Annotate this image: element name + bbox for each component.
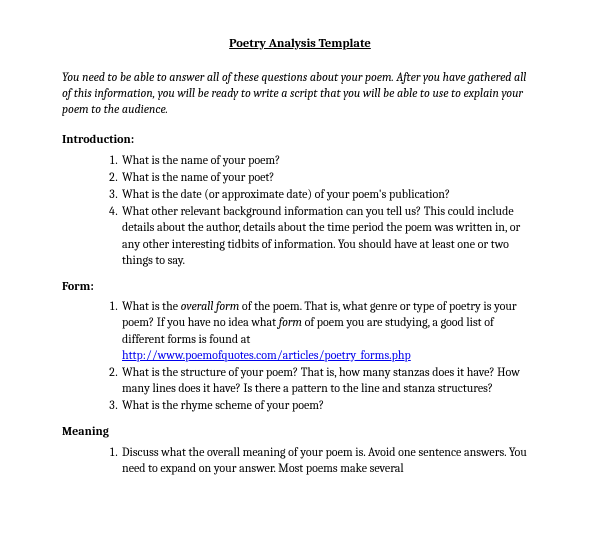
list-item: What is the name of your poet? <box>120 169 538 185</box>
section-heading-form: Form: <box>62 278 538 294</box>
section-heading-introduction: Introduction: <box>62 131 538 147</box>
text: What is the <box>122 299 181 313</box>
list-item: What is the name of your poem? <box>120 152 538 168</box>
page-title: Poetry Analysis Template <box>62 36 538 53</box>
meaning-list: Discuss what the overall meaning of your… <box>62 444 538 476</box>
emphasis: form <box>279 315 302 329</box>
list-item: What is the overall form of the poem. Th… <box>120 298 538 363</box>
list-item: Discuss what the overall meaning of your… <box>120 444 538 476</box>
form-list: What is the overall form of the poem. Th… <box>62 298 538 413</box>
section-heading-meaning: Meaning <box>62 423 538 439</box>
list-item: What other relevant background informati… <box>120 203 538 268</box>
list-item: What is the rhyme scheme of your poem? <box>120 397 538 413</box>
introduction-list: What is the name of your poem? What is t… <box>62 152 538 268</box>
list-item: What is the date (or approximate date) o… <box>120 186 538 202</box>
intro-paragraph: You need to be able to answer all of the… <box>62 69 538 118</box>
forms-link[interactable]: http://www.poemofquotes.com/articles/poe… <box>122 348 411 362</box>
list-item: What is the structure of your poem? That… <box>120 364 538 396</box>
emphasis: overall form <box>181 299 240 313</box>
